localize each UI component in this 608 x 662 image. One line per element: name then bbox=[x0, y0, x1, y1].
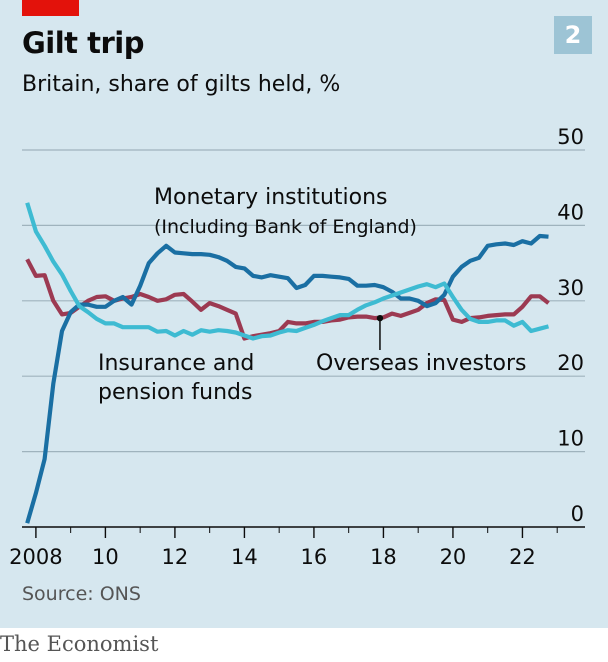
y-tick-label-50: 50 bbox=[557, 125, 584, 149]
y-tick-label-30: 30 bbox=[557, 276, 584, 300]
x-tick-label-2008: 2008 bbox=[9, 545, 62, 569]
y-tick-label-10: 10 bbox=[557, 427, 584, 451]
x-tick-label-20: 20 bbox=[440, 545, 467, 569]
y-tick-label-20: 20 bbox=[557, 351, 584, 375]
series-overseas-investors bbox=[25, 258, 550, 341]
x-tick-label-14: 14 bbox=[231, 545, 258, 569]
y-tick-label-40: 40 bbox=[557, 200, 584, 224]
chart-subtitle: Britain, share of gilts held, % bbox=[22, 72, 341, 97]
brand-red-tag bbox=[22, 0, 79, 16]
chart-source: Source: ONS bbox=[22, 583, 141, 605]
line-chart: 0 10 20 30 40 50 2008 10 12 14 16 18 20 22 Monetary … bbox=[9, 125, 585, 569]
series-annotations: Monetary institutions (Including Bank of… bbox=[98, 185, 527, 405]
annotation-overseas-dot bbox=[376, 314, 384, 322]
y-tick-label-0: 0 bbox=[571, 502, 584, 526]
series-insurance-pension-funds bbox=[25, 202, 550, 341]
x-tick-label-22: 22 bbox=[509, 545, 536, 569]
annotation-overseas-label: Overseas investors bbox=[316, 351, 527, 376]
x-tick-label-10: 10 bbox=[92, 545, 119, 569]
annotation-monetary-line2: (Including Bank of England) bbox=[154, 216, 417, 238]
annotation-insurance-line1: Insurance and bbox=[98, 351, 254, 376]
x-tick-label-18: 18 bbox=[370, 545, 397, 569]
series-monetary-institutions bbox=[25, 233, 549, 524]
annotation-insurance-line2: pension funds bbox=[98, 380, 252, 405]
chart-title: Gilt trip bbox=[22, 26, 145, 60]
x-axis: 2008 10 12 14 16 18 20 22 bbox=[9, 526, 585, 569]
series-lines bbox=[25, 202, 550, 524]
x-tick-label-12: 12 bbox=[162, 545, 189, 569]
chart-number-badge: 2 bbox=[554, 16, 592, 54]
annotation-monetary-line1: Monetary institutions bbox=[154, 185, 388, 210]
economist-logo: The Economist bbox=[0, 632, 159, 656]
x-tick-label-16: 16 bbox=[301, 545, 328, 569]
y-axis-tick-labels: 0 10 20 30 40 50 bbox=[557, 125, 584, 526]
